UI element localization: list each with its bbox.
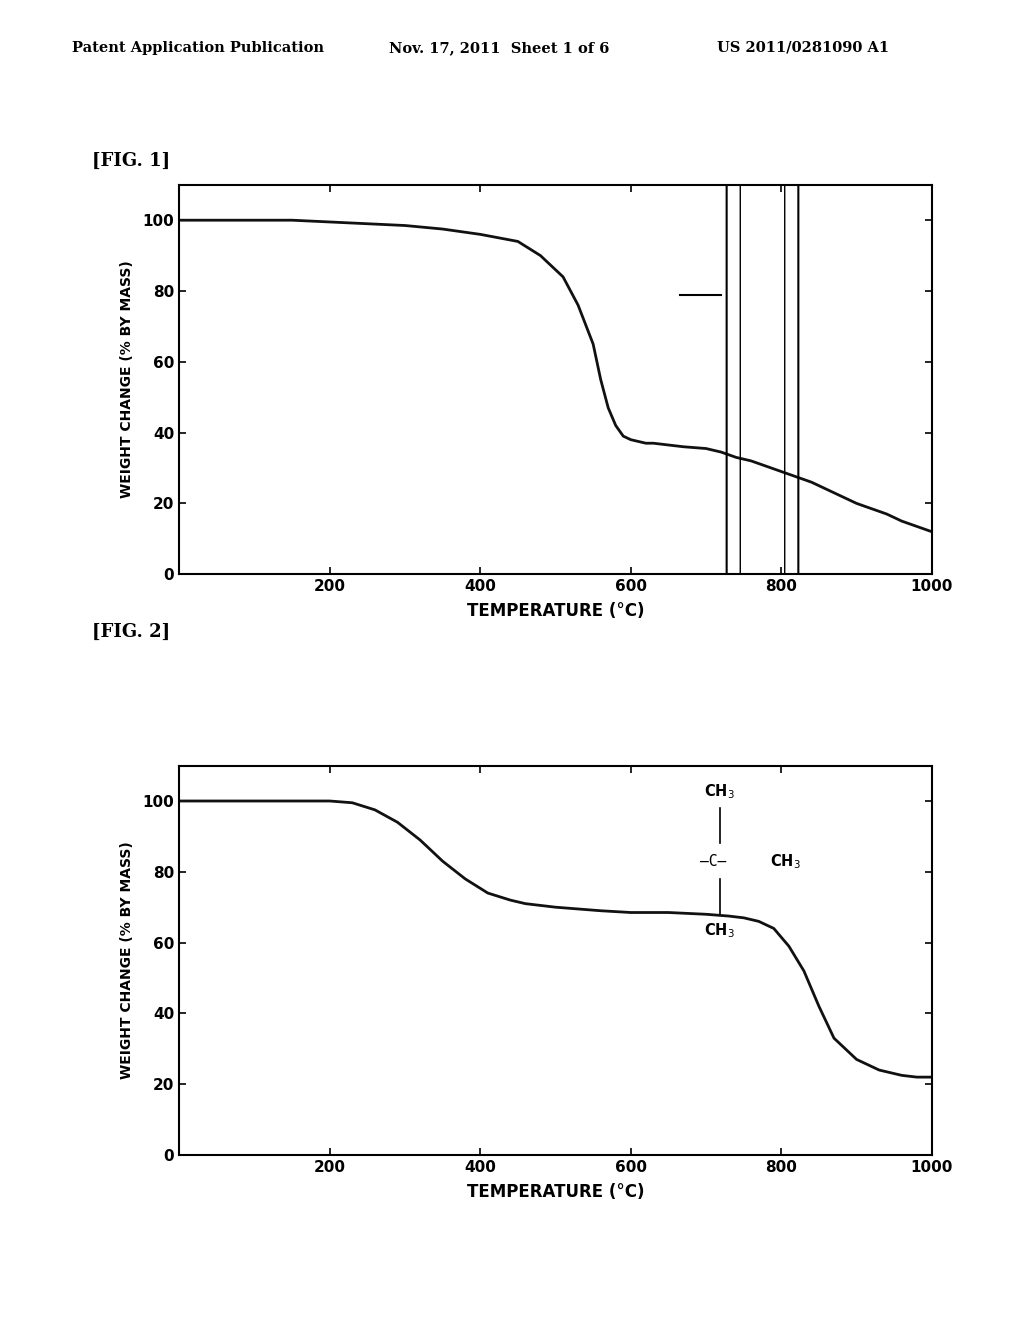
Text: —C—: —C—	[700, 854, 727, 869]
Text: [FIG. 1]: [FIG. 1]	[92, 152, 170, 170]
X-axis label: TEMPERATURE (°C): TEMPERATURE (°C)	[467, 1183, 644, 1201]
Text: CH$_3$: CH$_3$	[770, 851, 801, 870]
Text: US 2011/0281090 A1: US 2011/0281090 A1	[717, 41, 889, 55]
Text: CH$_3$: CH$_3$	[705, 921, 735, 940]
Y-axis label: WEIGHT CHANGE (% BY MASS): WEIGHT CHANGE (% BY MASS)	[120, 260, 134, 499]
Text: [FIG. 2]: [FIG. 2]	[92, 623, 170, 642]
X-axis label: TEMPERATURE (°C): TEMPERATURE (°C)	[467, 602, 644, 620]
Y-axis label: WEIGHT CHANGE (% BY MASS): WEIGHT CHANGE (% BY MASS)	[120, 841, 134, 1080]
Text: CH$_3$: CH$_3$	[705, 783, 735, 801]
Text: Patent Application Publication: Patent Application Publication	[72, 41, 324, 55]
Text: Nov. 17, 2011  Sheet 1 of 6: Nov. 17, 2011 Sheet 1 of 6	[389, 41, 609, 55]
